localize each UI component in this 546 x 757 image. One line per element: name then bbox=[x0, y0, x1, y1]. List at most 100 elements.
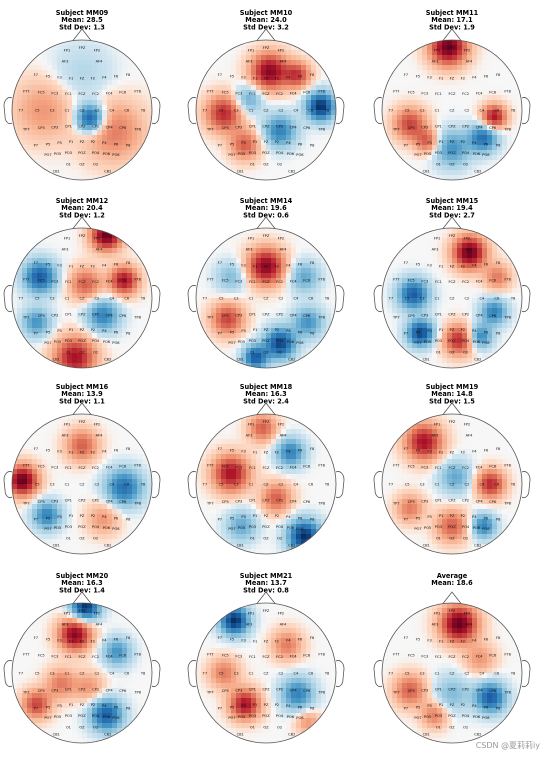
electrode-label: F1 bbox=[439, 639, 443, 643]
electrode-label: PO6 bbox=[473, 526, 481, 530]
panel-mean-text: Mean: 28.5 bbox=[61, 16, 103, 24]
electrode-label: C1 bbox=[65, 108, 70, 112]
electrode-label: CB2 bbox=[104, 543, 111, 547]
electrode-label: CP3 bbox=[235, 313, 242, 317]
electrode-label: T7 bbox=[202, 108, 207, 112]
electrode-label: FT7 bbox=[393, 652, 400, 656]
electrode-label: PO6 bbox=[287, 715, 295, 719]
electrode-label: CPZ bbox=[78, 125, 86, 129]
electrode-label: C3 bbox=[234, 296, 239, 300]
electrode-label: C5 bbox=[405, 671, 410, 675]
electrode-label: O2 bbox=[93, 726, 98, 730]
electrode-label: C1 bbox=[435, 296, 440, 300]
electrode-label: C6 bbox=[308, 108, 314, 112]
electrode-label: FP1 bbox=[64, 612, 71, 616]
electrode-label: C4 bbox=[479, 671, 485, 675]
electrode-label: P6 bbox=[484, 705, 489, 709]
panel-title-text: Subject MM20 bbox=[56, 572, 109, 580]
electrode-label: P3 bbox=[241, 515, 245, 519]
electrode-label: CPZ bbox=[78, 313, 86, 317]
electrode-label: POZ bbox=[78, 525, 86, 529]
electrode-label: TP7 bbox=[392, 127, 400, 131]
electrode-label: CP1 bbox=[65, 313, 72, 317]
electrode-label: FPZ bbox=[263, 234, 270, 238]
electrode-label: OZ bbox=[449, 163, 455, 167]
electrode-label: FCZ bbox=[448, 655, 456, 659]
electrode-label: CP6 bbox=[303, 500, 311, 504]
electrode-label: C1 bbox=[249, 108, 254, 112]
electrode-label: PO7 bbox=[228, 527, 235, 531]
electrode-label: P6 bbox=[484, 142, 489, 146]
electrode-label: CP2 bbox=[276, 688, 283, 692]
electrode-label: CP1 bbox=[249, 499, 256, 503]
electrode-label: CP1 bbox=[435, 499, 442, 503]
electrode-label: F8 bbox=[310, 447, 315, 451]
electrode-label: FC4 bbox=[476, 279, 484, 283]
electrode-label: F7 bbox=[218, 447, 222, 451]
electrode-label: CP1 bbox=[435, 125, 442, 129]
electrode-label: O2 bbox=[277, 163, 282, 167]
left-ear-outline bbox=[187, 660, 197, 687]
electrode-label: PO8 bbox=[296, 153, 304, 157]
electrode-label: C2 bbox=[279, 296, 284, 300]
electrode-label: F2 bbox=[461, 639, 465, 643]
electrode-label: P1 bbox=[253, 703, 257, 707]
panel-mean-text: Mean: 20.4 bbox=[61, 204, 103, 212]
electrode-label: CZ bbox=[80, 671, 86, 675]
electrode-label: F3 bbox=[57, 76, 61, 80]
electrode-label: PZ bbox=[80, 703, 85, 707]
electrode-label: TP7 bbox=[392, 690, 400, 694]
electrode-label: FP1 bbox=[434, 237, 441, 241]
electrode-label: P7 bbox=[34, 518, 38, 522]
electrode-label: CZ bbox=[450, 108, 456, 112]
electrode-label: P4 bbox=[286, 515, 291, 519]
electrode-label: F6 bbox=[298, 74, 303, 78]
electrode-label: FC1 bbox=[249, 655, 256, 659]
electrode-label: FP2 bbox=[278, 423, 285, 427]
electrode-label: CB1 bbox=[237, 169, 244, 173]
electrode-label: P5 bbox=[46, 142, 50, 146]
electrode-label: C3 bbox=[234, 108, 239, 112]
nose-outline bbox=[72, 402, 92, 415]
electrode-label: PO3 bbox=[249, 151, 256, 155]
head-outline bbox=[11, 227, 153, 369]
electrode-label: F4 bbox=[286, 76, 291, 80]
electrode-label: FC3 bbox=[421, 91, 428, 95]
electrode-label: P7 bbox=[404, 332, 408, 336]
electrode-label: T7 bbox=[388, 482, 393, 486]
electrode-label: CB2 bbox=[288, 357, 295, 361]
electrode-label: P6 bbox=[484, 516, 489, 520]
electrode-label: PO3 bbox=[435, 151, 442, 155]
electrode-label: CP5 bbox=[408, 500, 415, 504]
electrode-label: AF4 bbox=[96, 59, 104, 63]
electrode-label: F4 bbox=[102, 450, 107, 454]
electrode-label: CP5 bbox=[222, 314, 229, 318]
electrode-label: P3 bbox=[427, 515, 431, 519]
electrode-label: F3 bbox=[241, 639, 245, 643]
electrode-label: T8 bbox=[324, 482, 330, 486]
electrode-label: AF3 bbox=[432, 433, 439, 437]
electrode-label: C1 bbox=[249, 671, 254, 675]
left-ear-outline bbox=[373, 97, 383, 124]
electrode-label: P2 bbox=[91, 328, 95, 332]
electrode-label: C6 bbox=[124, 296, 130, 300]
electrode-label: POZ bbox=[78, 714, 86, 718]
electrode-label: C6 bbox=[308, 671, 314, 675]
electrode-label: F6 bbox=[484, 262, 489, 266]
electrode-label: FC6 bbox=[303, 465, 311, 469]
electrode-label: F6 bbox=[298, 637, 303, 641]
electrode-label: CP4 bbox=[106, 125, 114, 129]
electrode-label: CP4 bbox=[476, 499, 484, 503]
electrode-label: FCZ bbox=[78, 466, 86, 470]
electrode-label: P7 bbox=[218, 707, 222, 711]
electrode-label: F4 bbox=[472, 450, 477, 454]
head-outline bbox=[195, 227, 337, 369]
electrode-label: CP1 bbox=[65, 688, 72, 692]
right-ear-outline bbox=[335, 97, 345, 124]
electrode-label: FC2 bbox=[276, 655, 283, 659]
electrode-label: FC6 bbox=[119, 91, 127, 95]
electrode-label: C5 bbox=[219, 296, 224, 300]
electrode-label: P3 bbox=[427, 704, 431, 708]
